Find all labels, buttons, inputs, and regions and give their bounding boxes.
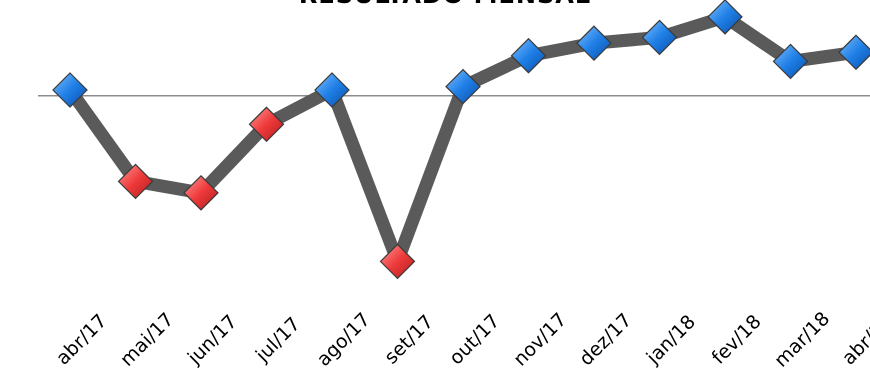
data-point-marker (510, 37, 547, 74)
x-tick-label: fev/18 (708, 311, 766, 369)
x-tick-label-layer: abr/17 mai/17 jun/17 jul/17 ago/17 set/17 out/… (52, 308, 870, 372)
x-tick-label: abr/18 (838, 310, 870, 369)
x-tick-label: jun/17 (183, 311, 242, 370)
data-point-marker (52, 72, 88, 108)
data-point-marker (707, 0, 743, 35)
data-point-marker (772, 43, 809, 80)
x-tick-label: dez/17 (575, 309, 636, 370)
x-tick-label: jul/17 (251, 313, 305, 367)
data-marker-layer (52, 0, 870, 280)
x-tick-label: abr/17 (52, 310, 111, 369)
x-tick-label: mai/17 (116, 309, 178, 371)
x-tick-label: jan/18 (642, 311, 700, 369)
series-line (63, 10, 863, 268)
x-tick-label: set/17 (380, 311, 438, 369)
data-point-marker (445, 68, 481, 105)
series-line-layer (63, 10, 863, 268)
x-tick-label: mar/18 (770, 308, 834, 372)
x-tick-label: ago/17 (313, 309, 375, 371)
x-tick-label: nov/17 (509, 309, 571, 371)
data-point-marker (248, 106, 285, 143)
data-point-marker (379, 243, 416, 280)
data-point-marker (314, 72, 350, 108)
x-tick-label: out/17 (445, 310, 504, 369)
data-point-marker (183, 175, 219, 211)
chart-title: RESULTADO MENSAL (299, 0, 591, 9)
data-point-marker (117, 163, 154, 200)
data-point-marker (641, 19, 678, 56)
data-point-marker (576, 25, 612, 61)
data-point-marker (838, 34, 870, 71)
